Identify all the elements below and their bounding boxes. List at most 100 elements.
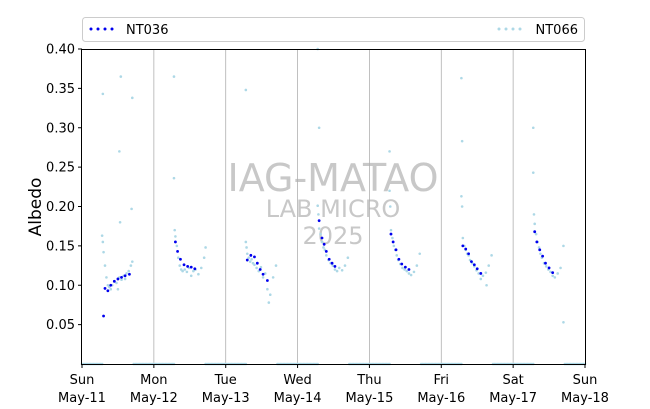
nt066-point bbox=[460, 205, 464, 208]
nt036-point bbox=[174, 240, 177, 244]
nt066-point bbox=[388, 205, 392, 208]
nt036-point bbox=[116, 277, 120, 281]
legend-label-nt066: NT066 bbox=[536, 23, 578, 38]
nt066-point bbox=[477, 272, 480, 275]
nt066-point bbox=[178, 264, 182, 267]
nt066-point bbox=[333, 268, 337, 271]
nt066-point bbox=[202, 256, 206, 259]
x-tick-label-date-7: May-18 bbox=[561, 391, 609, 406]
nt066-point bbox=[197, 272, 200, 276]
legend-marker-nt036 bbox=[89, 27, 93, 31]
legend-label-nt036: NT036 bbox=[126, 23, 168, 38]
nt066-point bbox=[391, 236, 394, 240]
nt066-point bbox=[247, 256, 251, 259]
nt066-point bbox=[172, 75, 176, 78]
nt066-point bbox=[172, 176, 176, 180]
legend[interactable]: NT036 NT066 bbox=[82, 17, 585, 42]
legend-marker-nt066 bbox=[504, 27, 508, 31]
nt036-point bbox=[106, 289, 110, 293]
nt066-point bbox=[261, 276, 265, 279]
y-tick-label-6: 0.35 bbox=[46, 82, 75, 97]
x-tick-label-date-0: May-11 bbox=[58, 391, 106, 406]
nt066-point bbox=[409, 273, 413, 277]
nt066-point bbox=[403, 268, 406, 271]
nt066-point bbox=[319, 232, 322, 236]
nt066-point bbox=[181, 269, 184, 273]
nt066-point bbox=[118, 150, 121, 153]
nt066-point bbox=[559, 266, 562, 270]
nt066-point bbox=[490, 254, 493, 257]
x-tick-label-day-3: Wed bbox=[283, 373, 311, 388]
nt036-point bbox=[102, 314, 105, 318]
x-tick-label-day-2: Tue bbox=[214, 373, 237, 388]
nt036-point bbox=[109, 283, 113, 287]
nt066-point bbox=[101, 240, 105, 244]
nt066-point bbox=[412, 270, 416, 274]
watermark-line1: IAG-MATAO bbox=[227, 156, 438, 200]
y-tick-label-7: 0.40 bbox=[46, 43, 75, 58]
nt066-point bbox=[173, 228, 176, 232]
nt036-point bbox=[255, 261, 259, 265]
nt066-point bbox=[116, 287, 120, 291]
nt036-point bbox=[400, 262, 404, 266]
nt066-point bbox=[415, 264, 419, 267]
nt066-point bbox=[250, 257, 253, 261]
nt066-point bbox=[539, 252, 542, 256]
y-axis-title: Albedo bbox=[26, 178, 46, 237]
nt066-point bbox=[395, 254, 399, 257]
legend-item-nt066[interactable]: NT066 bbox=[497, 23, 579, 38]
nt066-point bbox=[176, 256, 180, 259]
nt066-point bbox=[544, 265, 548, 268]
nt066-point bbox=[129, 264, 133, 267]
nt066-point bbox=[130, 207, 133, 211]
nt066-point bbox=[460, 76, 463, 80]
nt066-point bbox=[405, 269, 409, 273]
nt066-point bbox=[271, 276, 275, 279]
nt066-point bbox=[392, 244, 396, 248]
y-tick-label-0: 0.05 bbox=[46, 318, 75, 333]
nt036-point bbox=[391, 240, 395, 244]
y-tick-label-5: 0.30 bbox=[46, 121, 75, 136]
nt066-point bbox=[101, 92, 105, 96]
nt036-point bbox=[541, 254, 545, 258]
nt036-point bbox=[103, 287, 107, 290]
nt066-point bbox=[123, 277, 127, 281]
nt036-point bbox=[547, 266, 551, 270]
x-axis: Sun May-11 Mon May-12 Tue May-13 Wed May-14 Thu M… bbox=[58, 364, 609, 406]
nt066-point bbox=[388, 189, 391, 193]
nt066-point bbox=[531, 126, 535, 130]
legend-item-nt036[interactable]: NT036 bbox=[89, 23, 169, 38]
nt036-point bbox=[253, 255, 256, 259]
nt066-point bbox=[259, 265, 263, 269]
nt036-point bbox=[461, 244, 465, 248]
nt036-point bbox=[317, 219, 321, 223]
nt036-point bbox=[535, 240, 539, 244]
nt036-point bbox=[475, 267, 479, 271]
x-tick-label-day-7: Sun bbox=[573, 373, 598, 388]
nt036-point bbox=[324, 249, 328, 253]
nt036-point bbox=[551, 271, 555, 275]
nt066-point bbox=[127, 269, 131, 273]
legend-marker-nt036 bbox=[103, 27, 107, 31]
nt066-point bbox=[346, 256, 350, 259]
y-tick-label-2: 0.15 bbox=[46, 239, 75, 254]
nt036-point bbox=[128, 272, 131, 276]
nt066-point bbox=[199, 266, 203, 270]
nt066-point bbox=[481, 274, 485, 278]
nt036-point bbox=[186, 264, 190, 268]
legend-box bbox=[82, 17, 585, 42]
gridlines bbox=[153, 49, 514, 364]
nt066-point bbox=[418, 252, 422, 256]
nt066-point bbox=[407, 272, 411, 275]
nt066-point bbox=[531, 171, 535, 174]
nt066-point bbox=[533, 222, 536, 226]
nt066-point bbox=[343, 264, 347, 267]
nt036-point bbox=[249, 253, 253, 257]
y-tick-label-3: 0.20 bbox=[46, 200, 75, 215]
x-tick-label-date-5: May-16 bbox=[417, 391, 465, 406]
x-tick-label-date-3: May-14 bbox=[274, 391, 322, 406]
nt036-point bbox=[407, 268, 411, 271]
nt066-point bbox=[245, 252, 249, 256]
nt066-point bbox=[253, 263, 256, 267]
x-tick-label-date-4: May-15 bbox=[345, 391, 393, 406]
